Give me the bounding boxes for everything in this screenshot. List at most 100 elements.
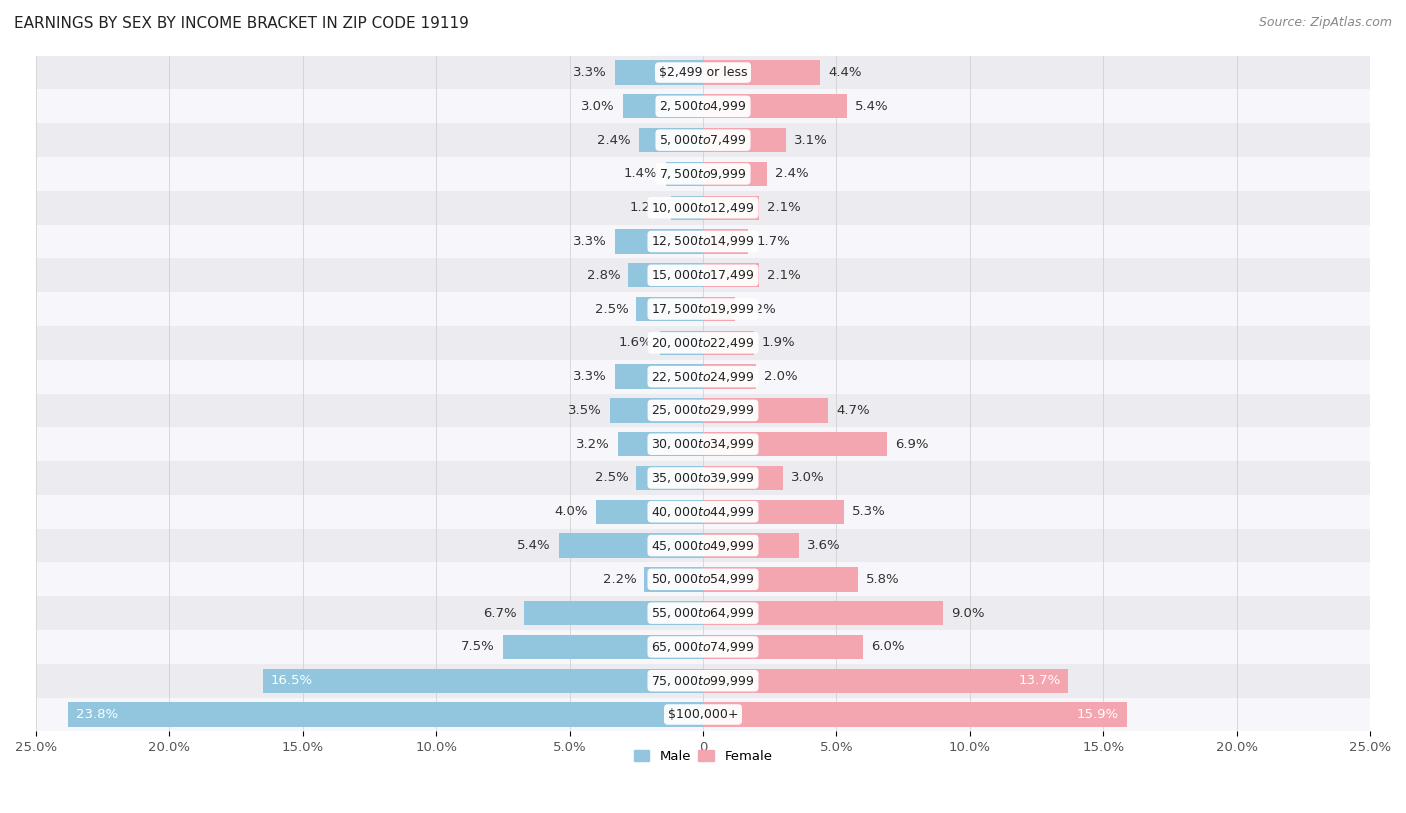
- Text: 6.7%: 6.7%: [482, 606, 516, 620]
- Text: 1.2%: 1.2%: [630, 201, 664, 214]
- Bar: [703, 432, 887, 456]
- Text: 3.0%: 3.0%: [792, 472, 825, 485]
- Text: 3.6%: 3.6%: [807, 539, 841, 552]
- Bar: [703, 229, 748, 254]
- Bar: [628, 263, 703, 288]
- Text: $35,000 to $39,999: $35,000 to $39,999: [651, 471, 755, 485]
- Bar: [37, 461, 1369, 495]
- Bar: [703, 297, 735, 321]
- Text: 2.2%: 2.2%: [603, 573, 637, 586]
- Bar: [37, 596, 1369, 630]
- Bar: [37, 157, 1369, 191]
- Text: 3.3%: 3.3%: [574, 370, 607, 383]
- Bar: [37, 259, 1369, 292]
- Text: 6.9%: 6.9%: [896, 437, 928, 450]
- Text: $10,000 to $12,499: $10,000 to $12,499: [651, 201, 755, 215]
- Bar: [671, 196, 703, 220]
- Bar: [503, 635, 703, 659]
- Text: $22,500 to $24,999: $22,500 to $24,999: [651, 370, 755, 384]
- Text: 2.1%: 2.1%: [768, 269, 801, 282]
- Text: 3.0%: 3.0%: [581, 100, 614, 113]
- Bar: [37, 326, 1369, 359]
- Bar: [703, 128, 786, 152]
- Text: $20,000 to $22,499: $20,000 to $22,499: [651, 336, 755, 350]
- Bar: [614, 60, 703, 85]
- Bar: [703, 635, 863, 659]
- Bar: [703, 263, 759, 288]
- Bar: [703, 601, 943, 625]
- Text: 1.6%: 1.6%: [619, 337, 652, 350]
- Text: $25,000 to $29,999: $25,000 to $29,999: [651, 403, 755, 417]
- Bar: [560, 533, 703, 558]
- Bar: [703, 60, 820, 85]
- Text: $7,500 to $9,999: $7,500 to $9,999: [659, 167, 747, 181]
- Bar: [37, 663, 1369, 698]
- Bar: [610, 398, 703, 423]
- Bar: [37, 224, 1369, 259]
- Bar: [703, 196, 759, 220]
- Text: 3.5%: 3.5%: [568, 404, 602, 417]
- Bar: [661, 331, 703, 355]
- Bar: [665, 162, 703, 186]
- Text: 5.3%: 5.3%: [852, 505, 886, 518]
- Bar: [617, 432, 703, 456]
- Bar: [703, 331, 754, 355]
- Text: 7.5%: 7.5%: [461, 641, 495, 654]
- Text: 2.4%: 2.4%: [775, 167, 808, 180]
- Bar: [37, 292, 1369, 326]
- Text: $2,499 or less: $2,499 or less: [659, 66, 747, 79]
- Bar: [37, 528, 1369, 563]
- Bar: [37, 698, 1369, 732]
- Text: $75,000 to $99,999: $75,000 to $99,999: [651, 674, 755, 688]
- Text: 4.7%: 4.7%: [837, 404, 870, 417]
- Text: 2.5%: 2.5%: [595, 472, 628, 485]
- Text: 5.4%: 5.4%: [855, 100, 889, 113]
- Bar: [703, 533, 799, 558]
- Bar: [263, 668, 703, 693]
- Text: $65,000 to $74,999: $65,000 to $74,999: [651, 640, 755, 654]
- Text: 3.2%: 3.2%: [576, 437, 610, 450]
- Text: 16.5%: 16.5%: [271, 674, 314, 687]
- Bar: [524, 601, 703, 625]
- Bar: [703, 398, 828, 423]
- Bar: [644, 567, 703, 592]
- Bar: [67, 702, 703, 727]
- Bar: [37, 359, 1369, 393]
- Bar: [614, 364, 703, 389]
- Text: 2.5%: 2.5%: [595, 302, 628, 315]
- Bar: [703, 364, 756, 389]
- Text: 5.4%: 5.4%: [517, 539, 551, 552]
- Bar: [703, 567, 858, 592]
- Bar: [703, 94, 846, 119]
- Text: $17,500 to $19,999: $17,500 to $19,999: [651, 302, 755, 316]
- Text: 5.8%: 5.8%: [866, 573, 900, 586]
- Text: 2.0%: 2.0%: [765, 370, 799, 383]
- Legend: Male, Female: Male, Female: [628, 746, 778, 769]
- Text: 1.4%: 1.4%: [624, 167, 658, 180]
- Bar: [614, 229, 703, 254]
- Bar: [37, 495, 1369, 528]
- Bar: [37, 630, 1369, 663]
- Bar: [703, 466, 783, 490]
- Text: 13.7%: 13.7%: [1018, 674, 1060, 687]
- Text: $5,000 to $7,499: $5,000 to $7,499: [659, 133, 747, 147]
- Bar: [703, 702, 1128, 727]
- Bar: [623, 94, 703, 119]
- Text: $100,000+: $100,000+: [668, 708, 738, 721]
- Text: 2.8%: 2.8%: [586, 269, 620, 282]
- Text: 4.4%: 4.4%: [828, 66, 862, 79]
- Text: 1.7%: 1.7%: [756, 235, 790, 248]
- Text: $55,000 to $64,999: $55,000 to $64,999: [651, 606, 755, 620]
- Text: 1.9%: 1.9%: [762, 337, 796, 350]
- Text: 3.3%: 3.3%: [574, 235, 607, 248]
- Text: EARNINGS BY SEX BY INCOME BRACKET IN ZIP CODE 19119: EARNINGS BY SEX BY INCOME BRACKET IN ZIP…: [14, 16, 470, 31]
- Text: $45,000 to $49,999: $45,000 to $49,999: [651, 538, 755, 553]
- Bar: [37, 89, 1369, 124]
- Bar: [37, 124, 1369, 157]
- Text: 2.1%: 2.1%: [768, 201, 801, 214]
- Text: 6.0%: 6.0%: [872, 641, 904, 654]
- Bar: [37, 191, 1369, 224]
- Text: 9.0%: 9.0%: [950, 606, 984, 620]
- Text: $2,500 to $4,999: $2,500 to $4,999: [659, 99, 747, 113]
- Bar: [37, 55, 1369, 89]
